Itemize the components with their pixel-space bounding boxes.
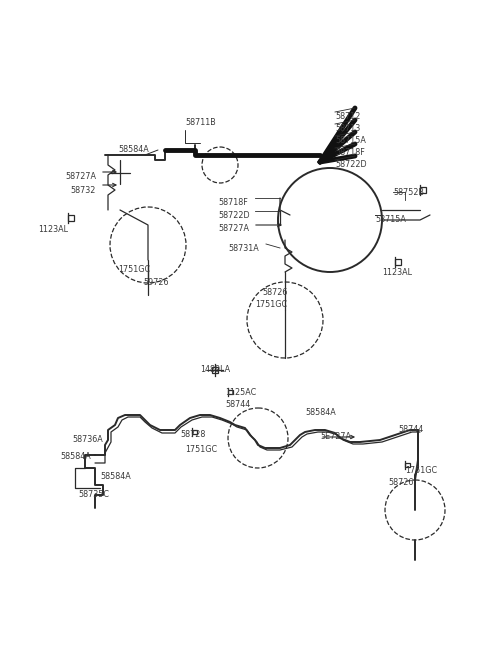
Text: 1125AC: 1125AC	[225, 388, 256, 397]
Bar	[228, 390, 233, 394]
Text: 58727A: 58727A	[65, 172, 96, 181]
Text: 58744: 58744	[398, 425, 423, 434]
Text: 58584A: 58584A	[118, 145, 149, 154]
Text: 58726: 58726	[388, 478, 413, 487]
Text: 58722D: 58722D	[335, 160, 367, 169]
Text: 58731A: 58731A	[228, 244, 259, 253]
Text: 58728: 58728	[180, 430, 205, 439]
Text: 58718F: 58718F	[218, 198, 248, 207]
Text: 58584A: 58584A	[100, 472, 131, 481]
Text: 1489LA: 1489LA	[200, 365, 230, 374]
Text: 58715A: 58715A	[335, 136, 366, 145]
Text: 59726: 59726	[143, 278, 168, 287]
Bar	[212, 367, 218, 373]
Text: 1123AL: 1123AL	[382, 268, 412, 277]
Bar	[405, 463, 410, 467]
Text: 58711B: 58711B	[185, 118, 216, 127]
Text: 58715A: 58715A	[375, 215, 406, 224]
Text: 1751GC: 1751GC	[255, 300, 287, 309]
Text: 58735C: 58735C	[78, 490, 109, 499]
Bar	[68, 215, 74, 221]
Text: 58744: 58744	[225, 400, 250, 409]
Bar	[395, 259, 401, 265]
Text: 1751GC: 1751GC	[118, 265, 150, 274]
Text: 58727A: 58727A	[218, 224, 249, 233]
Text: 1751GC: 1751GC	[185, 445, 217, 454]
Text: 58712: 58712	[335, 112, 360, 121]
Text: 58713: 58713	[335, 124, 360, 133]
Text: 1123AL: 1123AL	[38, 225, 68, 234]
Bar	[192, 430, 197, 434]
Text: 1751GC: 1751GC	[405, 466, 437, 475]
Text: 58726: 58726	[262, 288, 288, 297]
Text: 58584A: 58584A	[60, 452, 91, 461]
Text: 58736A: 58736A	[72, 435, 103, 444]
Text: 58718F: 58718F	[335, 148, 365, 157]
Text: 58584A: 58584A	[305, 408, 336, 417]
Bar	[420, 187, 426, 193]
Text: 58752B: 58752B	[393, 188, 424, 197]
Text: 58722D: 58722D	[218, 211, 250, 220]
Text: 5E727A: 5E727A	[320, 432, 351, 441]
Text: 58732: 58732	[70, 186, 96, 195]
